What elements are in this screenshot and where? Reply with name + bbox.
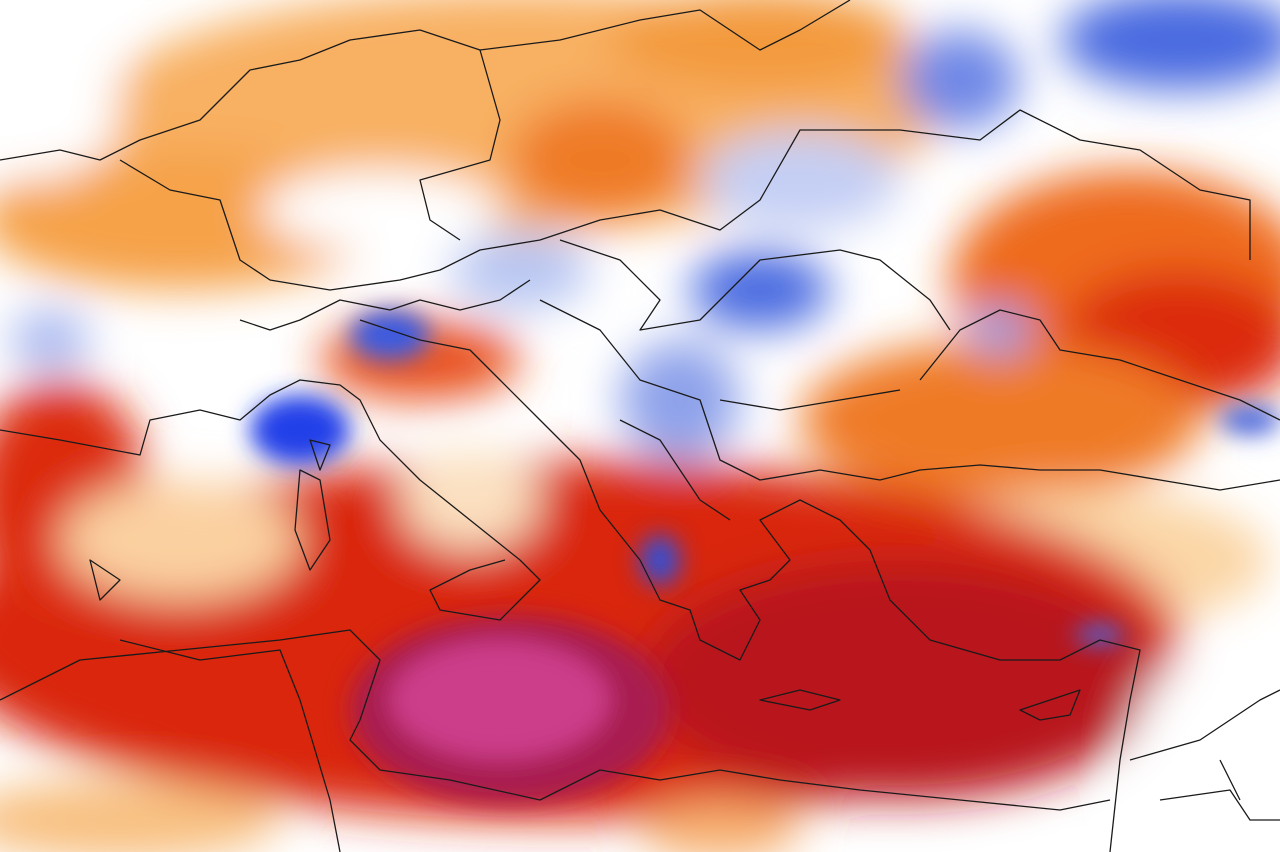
warm-area xyxy=(60,480,300,600)
warm-area xyxy=(800,340,1200,500)
coastline xyxy=(0,379,541,621)
hot-area xyxy=(640,560,1160,800)
country-border xyxy=(89,559,341,852)
extreme-area xyxy=(390,640,610,760)
cool-area xyxy=(900,30,1020,130)
cool-area xyxy=(690,250,830,330)
country-border xyxy=(239,279,901,411)
cool-area xyxy=(1220,405,1280,435)
warm-area xyxy=(0,150,380,290)
coastline xyxy=(879,464,1280,491)
country-border xyxy=(1129,689,1280,821)
coastline xyxy=(359,319,1141,852)
neutral-area xyxy=(0,0,120,180)
cool-area xyxy=(700,130,900,230)
warm-area xyxy=(0,780,280,852)
cool-area xyxy=(640,535,680,585)
warm-area xyxy=(610,0,910,90)
warm-area xyxy=(510,100,690,220)
cool-area xyxy=(10,310,90,370)
warm-area xyxy=(640,800,800,852)
warm-area xyxy=(400,450,540,550)
coastline xyxy=(294,439,1081,721)
cool-area xyxy=(970,305,1030,355)
neutral-area xyxy=(1130,650,1280,852)
coastline xyxy=(0,629,1111,811)
cool-area xyxy=(350,310,430,360)
country-border xyxy=(419,49,951,521)
cool-area xyxy=(450,230,590,310)
cool-area xyxy=(250,395,350,465)
cool-area xyxy=(1060,0,1280,90)
country-border xyxy=(119,109,1251,291)
neutral-area xyxy=(260,170,500,250)
anomaly-peaks xyxy=(250,310,1280,805)
coastline xyxy=(919,309,1280,421)
country-border xyxy=(0,0,851,161)
cool-area xyxy=(1075,625,1125,645)
